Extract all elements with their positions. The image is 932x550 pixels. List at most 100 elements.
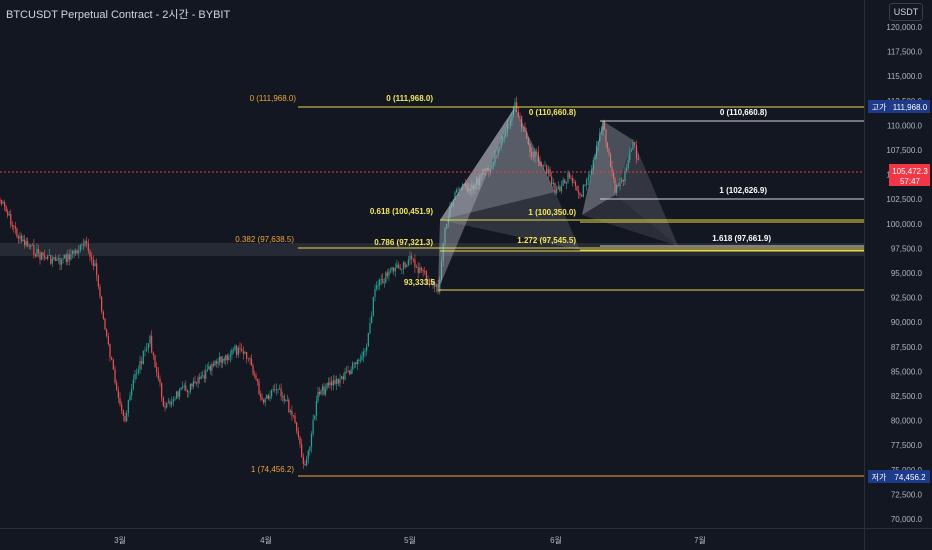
candle-body (582, 185, 584, 197)
candle-body (132, 379, 134, 389)
chart-title: BTCUSDT Perpetual Contract - 2시간 - BYBIT (6, 9, 231, 21)
candle-body (452, 199, 454, 203)
candle-body (619, 181, 621, 187)
candle-body (560, 185, 563, 192)
candle-body (121, 404, 123, 411)
candle-body (269, 396, 271, 399)
candle-body (57, 257, 60, 260)
candle-body (474, 184, 476, 190)
candle-body (19, 235, 21, 239)
candle-body (109, 344, 111, 358)
candle-body (564, 179, 566, 184)
currency-button[interactable]: USDT (889, 3, 923, 21)
candle-body (161, 382, 163, 398)
candle-body (211, 363, 213, 371)
pattern-x0-label: 0 (111,968.0) (386, 94, 433, 103)
candle-body (444, 228, 446, 244)
candle-body (375, 285, 378, 290)
candle-body (220, 356, 222, 363)
candle-body (126, 413, 128, 422)
candle-body (425, 271, 427, 281)
candle-body (336, 378, 338, 385)
candle-body (331, 381, 333, 386)
low-tag-box (868, 470, 890, 483)
candle-body (14, 226, 16, 229)
candle-body (622, 179, 624, 182)
countdown-label: 57:47 (900, 177, 921, 186)
candle-body (234, 345, 236, 350)
price-axis-label: 87,500.0 (891, 343, 923, 352)
candle-body (59, 257, 61, 265)
candle-body (114, 369, 116, 383)
price-axis-label: 117,500.0 (887, 48, 923, 57)
low-tag: 저가 (872, 473, 887, 482)
time-label-apr: 4월 (260, 535, 272, 545)
candle-body (352, 363, 354, 370)
candle-body (508, 124, 510, 125)
candle-body (212, 363, 215, 366)
candle-body (437, 284, 439, 293)
candle-body (614, 178, 616, 193)
candle-body (609, 154, 612, 167)
candle-body (399, 267, 401, 270)
candle-body (40, 252, 43, 260)
candle-body (285, 400, 287, 402)
candle-body (579, 193, 581, 196)
candle-body (104, 318, 106, 330)
pattern-triangle-right-a (582, 121, 615, 215)
price-axis-label: 95,000.0 (891, 269, 923, 278)
low-value-box (890, 470, 930, 483)
candle-body (8, 214, 10, 216)
candle-body (551, 176, 553, 185)
candle-body (291, 411, 293, 416)
pattern-triangle-ab (440, 107, 555, 220)
candle-body (401, 269, 403, 270)
candle-body (169, 401, 171, 405)
candle-body (388, 271, 390, 276)
candle-body (449, 206, 451, 218)
candle-body (371, 315, 373, 324)
candle-body (531, 151, 533, 157)
candle-body (223, 358, 225, 361)
time-label-mar: 3월 (114, 535, 126, 545)
candle-body (36, 248, 38, 257)
candle-body (342, 376, 344, 380)
candle-body (483, 168, 485, 173)
candle-body (45, 257, 47, 259)
candle-body (253, 374, 256, 376)
candle-body (192, 381, 195, 387)
candle-body (179, 389, 181, 397)
price-axis-label: 120,000.0 (886, 23, 922, 32)
candle-body (503, 135, 505, 138)
candle-body (200, 376, 202, 379)
candle-body (499, 147, 501, 149)
candle-body (228, 356, 230, 361)
candle-body (0, 199, 3, 204)
candle-body (263, 399, 265, 403)
candle-body (142, 350, 144, 365)
candle-body (289, 411, 291, 412)
candle-body (174, 398, 176, 400)
candle-body (505, 132, 507, 136)
candle-body (369, 323, 371, 333)
candle-body (414, 259, 416, 268)
candle-body (517, 111, 519, 117)
candle-body (252, 365, 254, 375)
candle-body (454, 192, 456, 200)
candle-body (22, 239, 24, 242)
candle-body (536, 151, 538, 153)
candle-body (177, 391, 179, 397)
candle-body (584, 185, 586, 186)
candle-body (552, 183, 554, 185)
candle-body (134, 373, 136, 380)
candle-body (488, 168, 490, 173)
candle-body (440, 261, 443, 280)
candle-body (511, 115, 513, 121)
candle-body (76, 250, 78, 253)
price-axis-label: 110,000.0 (887, 121, 923, 130)
candle-body (469, 189, 471, 191)
candle-body (157, 371, 159, 379)
candle-body (191, 383, 193, 387)
candle-body (624, 171, 626, 182)
